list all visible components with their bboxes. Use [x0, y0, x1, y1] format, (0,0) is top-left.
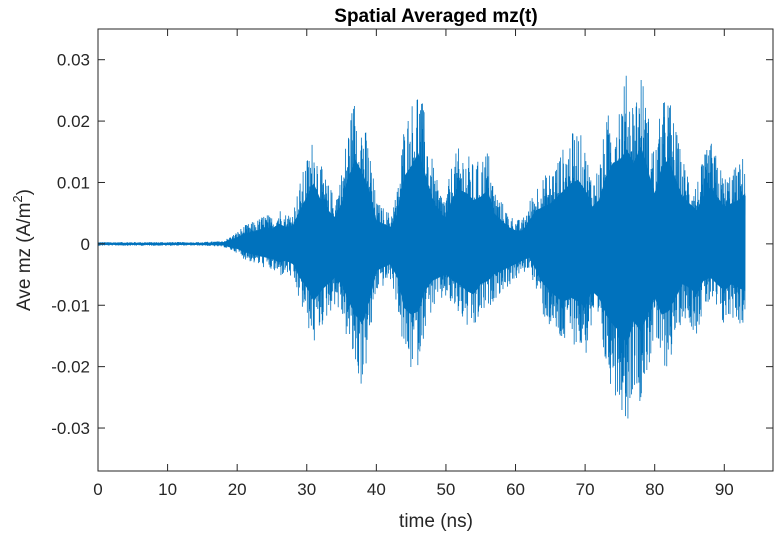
x-tick-label: 10 — [158, 480, 177, 499]
y-tick-label: 0.01 — [57, 173, 90, 192]
y-axis-label-superscript: 2 — [10, 195, 25, 202]
y-axis-label-main: Ave mz (A/m — [14, 203, 35, 311]
x-tick-label: 80 — [645, 480, 664, 499]
y-axis: 0.03 0.02 0.01 0 -0.01 -0.02 -0.03 — [51, 51, 773, 438]
y-tick-label: -0.01 — [51, 296, 90, 315]
x-axis: 0 10 20 30 40 50 60 70 80 90 — [93, 29, 734, 499]
x-tick-label: 70 — [576, 480, 595, 499]
y-tick-label: 0 — [81, 235, 90, 254]
x-tick-label: 60 — [506, 480, 525, 499]
y-axis-label-close: ) — [14, 189, 35, 195]
x-tick-label: 0 — [93, 480, 102, 499]
axes-box — [97, 28, 774, 472]
chart-title: Spatial Averaged mz(t) — [334, 6, 537, 27]
y-tick-label: 0.02 — [57, 112, 90, 131]
y-axis-label: Ave mz (A/m2) — [10, 189, 35, 311]
x-tick-label: 30 — [297, 480, 316, 499]
x-tick-label: 40 — [367, 480, 386, 499]
y-tick-label: 0.03 — [57, 51, 90, 70]
series-envelope — [98, 145, 746, 346]
y-tick-label: -0.02 — [51, 358, 90, 377]
plot-area — [97, 75, 746, 419]
x-axis-label: time (ns) — [399, 511, 473, 532]
x-tick-label: 20 — [228, 480, 247, 499]
x-tick-label: 50 — [436, 480, 455, 499]
y-tick-label: -0.03 — [51, 419, 90, 438]
x-tick-label: 90 — [715, 480, 734, 499]
